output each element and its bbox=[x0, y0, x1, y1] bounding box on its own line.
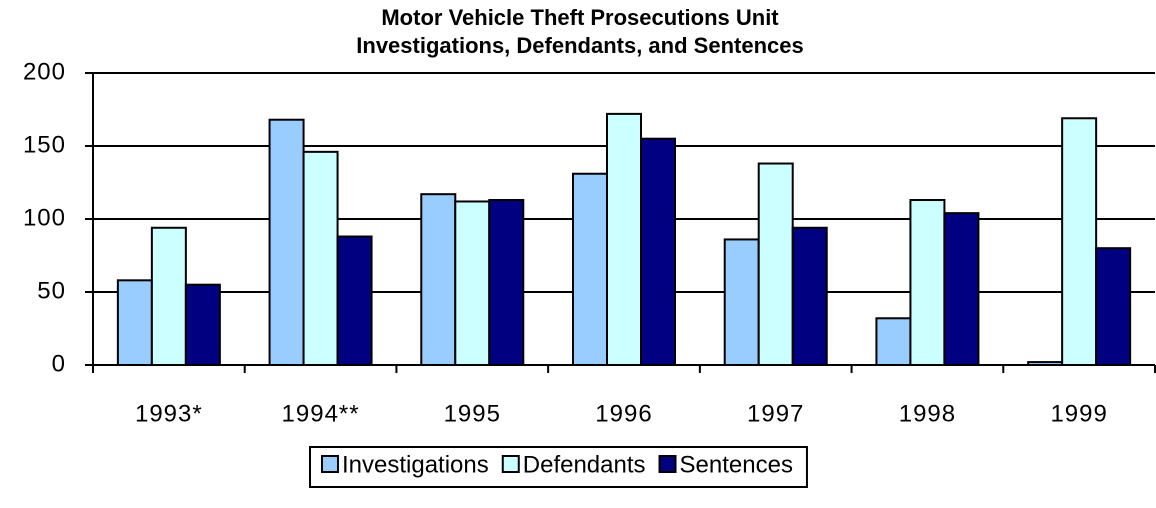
bar bbox=[454, 200, 491, 366]
bar bbox=[302, 150, 339, 366]
legend-label: Sentences bbox=[680, 451, 793, 478]
bar bbox=[572, 172, 608, 366]
bar bbox=[150, 226, 187, 366]
chart-title: Investigations, Defendants, and Sentence… bbox=[356, 33, 803, 58]
x-tick-label: 1999 bbox=[1050, 400, 1107, 427]
bar bbox=[875, 317, 912, 366]
bar bbox=[723, 238, 760, 366]
y-tick-label: 200 bbox=[23, 58, 66, 85]
bar bbox=[757, 162, 794, 366]
bar bbox=[336, 235, 373, 366]
x-tick-label: 1996 bbox=[595, 400, 652, 427]
legend-box bbox=[309, 446, 808, 488]
bar bbox=[488, 199, 525, 366]
bar bbox=[606, 112, 642, 366]
legend-swatch bbox=[658, 455, 677, 473]
bar bbox=[943, 212, 980, 366]
y-tick-label: 50 bbox=[37, 277, 66, 304]
y-tick-label: 150 bbox=[23, 131, 66, 158]
bar bbox=[268, 118, 305, 366]
legend-swatch bbox=[321, 455, 339, 473]
x-tick-label: 1998 bbox=[899, 400, 956, 427]
bar bbox=[1061, 117, 1098, 367]
y-tick-label: 100 bbox=[23, 204, 66, 231]
legend-label: Investigations bbox=[342, 451, 489, 478]
legend-label: Defendants bbox=[523, 451, 646, 478]
legend-swatch bbox=[501, 455, 520, 473]
x-tick-label: 1994** bbox=[282, 400, 360, 427]
bar bbox=[791, 226, 828, 366]
bar bbox=[184, 283, 221, 367]
bar bbox=[116, 279, 153, 367]
chart-title: Motor Vehicle Theft Prosecutions Unit bbox=[381, 5, 779, 30]
y-tick-label: 0 bbox=[52, 350, 66, 377]
x-tick-label: 1993* bbox=[135, 400, 203, 427]
bar bbox=[1095, 247, 1132, 366]
x-tick-label: 1997 bbox=[747, 400, 804, 427]
bar bbox=[420, 193, 457, 366]
bar bbox=[640, 137, 676, 366]
x-tick-label: 1995 bbox=[444, 400, 501, 427]
bar bbox=[909, 199, 946, 366]
